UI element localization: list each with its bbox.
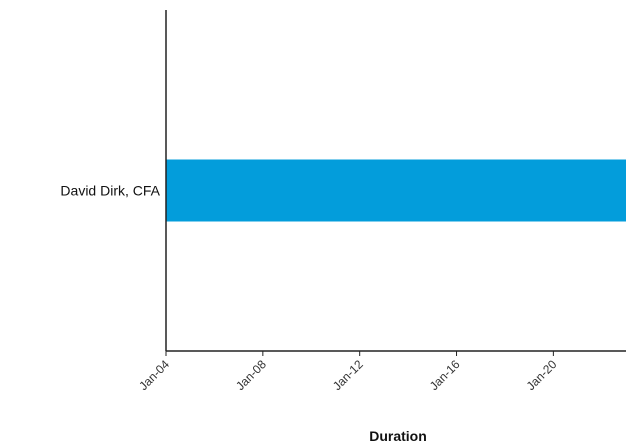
- bar: [166, 159, 626, 222]
- x-tick-layer: Jan-04 Jan-08 Jan-12 Jan-16 Jan-20: [136, 351, 560, 393]
- category-label-layer: David Dirk, CFA: [60, 183, 160, 199]
- category-label: David Dirk, CFA: [60, 183, 160, 199]
- x-tick-label: Jan-20: [524, 357, 560, 393]
- x-tick-label: Jan-04: [136, 357, 172, 393]
- x-tick-label: Jan-12: [330, 357, 366, 393]
- x-tick-label: Jan-08: [233, 357, 269, 393]
- bar-layer: [166, 159, 626, 222]
- x-axis-title: Duration: [369, 428, 427, 444]
- x-tick-label: Jan-16: [427, 357, 463, 393]
